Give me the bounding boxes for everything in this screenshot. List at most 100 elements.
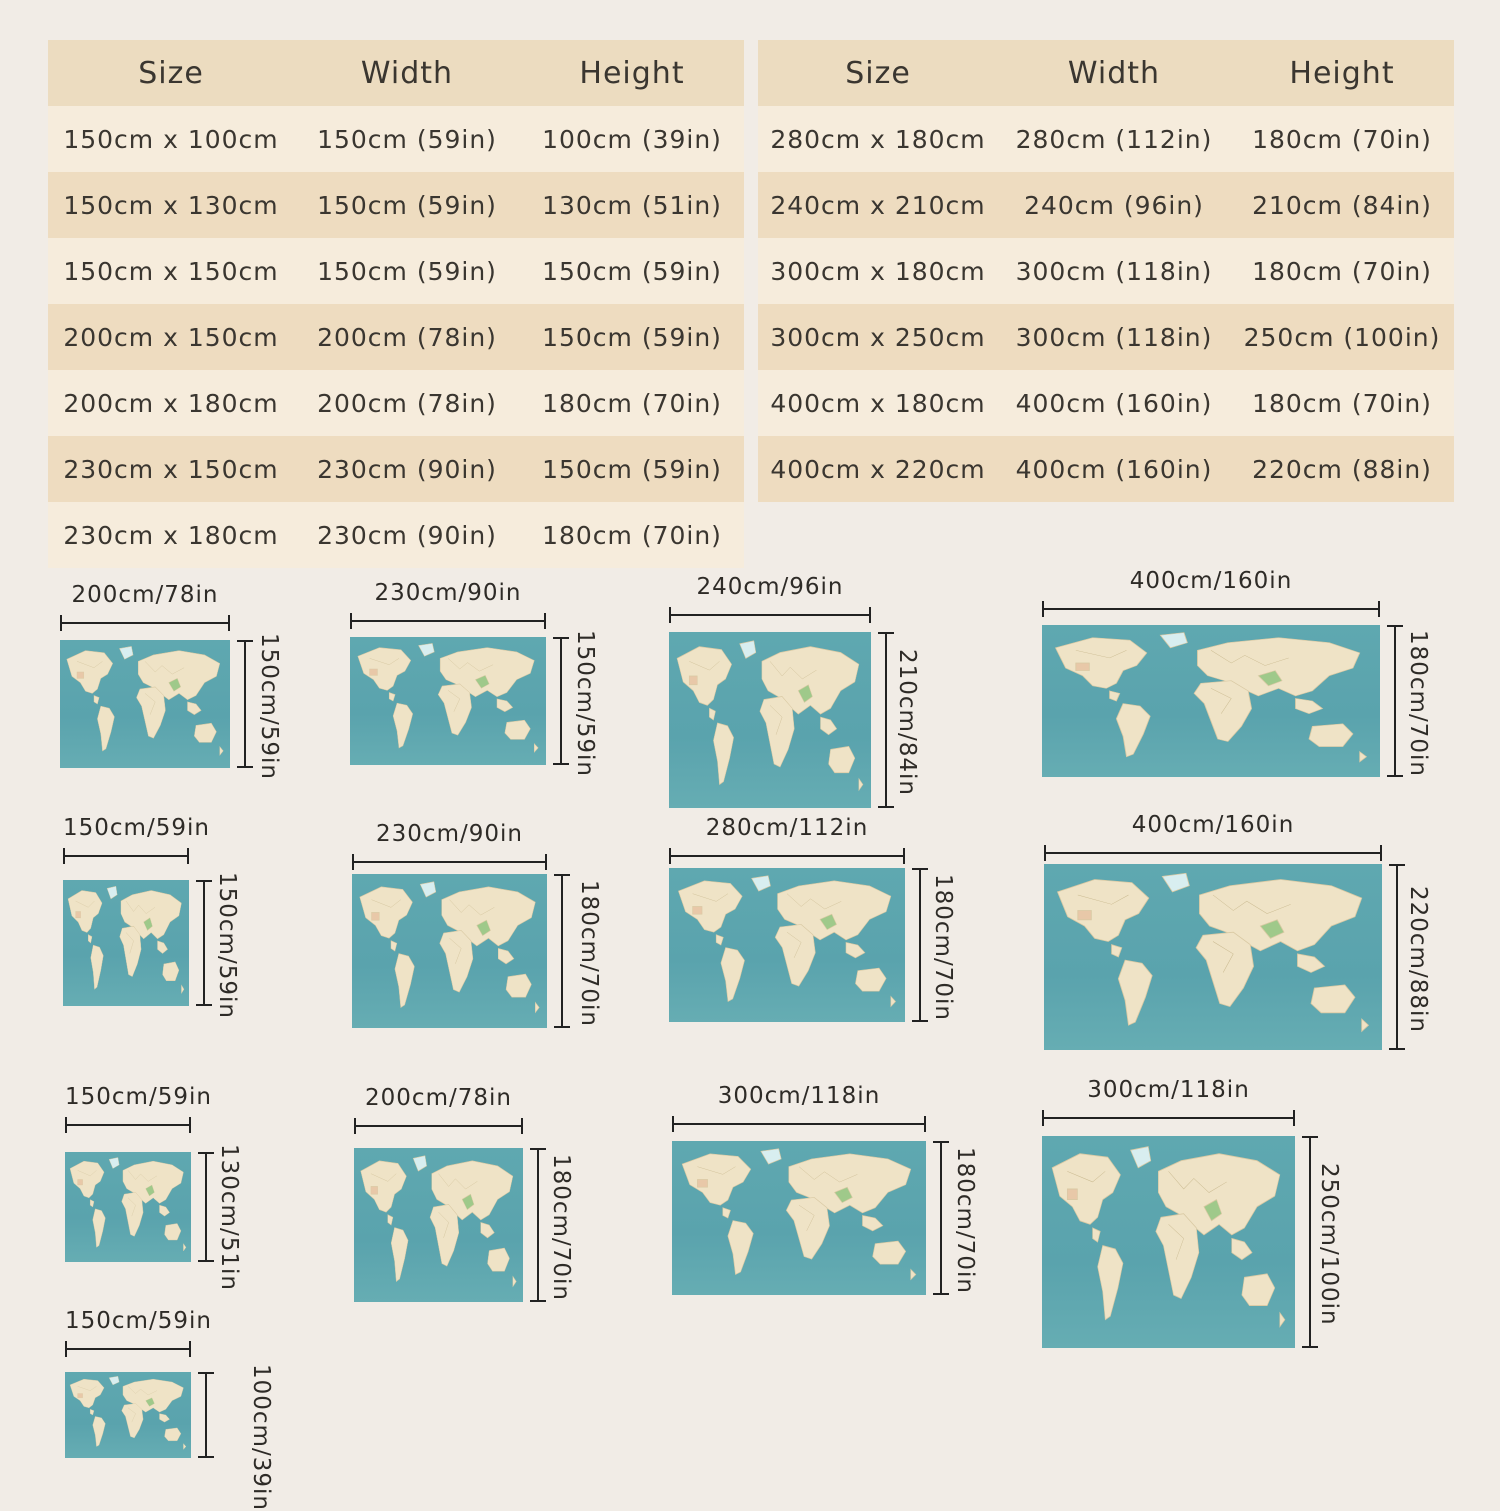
width-label: 300cm/118in: [1087, 1077, 1250, 1103]
column-header-height: Height: [520, 40, 744, 106]
cell-size: 200cm x 180cm: [48, 370, 294, 436]
height-label: 210cm/84in: [894, 648, 920, 796]
cell-size: 300cm x 250cm: [758, 304, 998, 370]
table-row: 400cm x 180cm 400cm (160in) 180cm (70in): [758, 370, 1454, 436]
cell-height: 180cm (70in): [520, 502, 744, 568]
cell-height: 250cm (100in): [1230, 304, 1454, 370]
cell-width: 300cm (118in): [998, 238, 1230, 304]
world-map-icon: [681, 1148, 917, 1281]
table-row: 230cm x 150cm 230cm (90in) 150cm (59in): [48, 436, 744, 502]
cell-size: 150cm x 130cm: [48, 172, 294, 238]
width-label: 150cm/59in: [65, 1084, 212, 1110]
table-row: 150cm x 150cm 150cm (59in) 150cm (59in): [48, 238, 744, 304]
cell-height: 210cm (84in): [1230, 172, 1454, 238]
world-map-icon: [66, 646, 224, 756]
height-label: 180cm/70in: [930, 873, 956, 1021]
height-label: 150cm/59in: [256, 632, 282, 780]
height-label: 150cm/59in: [214, 872, 240, 1019]
world-map-poster: [669, 632, 871, 808]
world-map-icon: [678, 875, 896, 1008]
column-header-size: Size: [758, 40, 998, 106]
width-dimension-line: [63, 848, 189, 864]
table-row: 150cm x 130cm 150cm (59in) 130cm (51in): [48, 172, 744, 238]
cell-width: 230cm (90in): [294, 502, 520, 568]
width-dimension-line: [65, 1341, 191, 1357]
world-map-poster: [1044, 864, 1382, 1050]
world-map-icon: [359, 881, 540, 1014]
cell-width: 400cm (160in): [998, 436, 1230, 502]
world-map-icon: [1051, 1146, 1286, 1328]
cell-height: 220cm (88in): [1230, 436, 1454, 502]
world-map-icon: [1056, 872, 1370, 1033]
height-label: 220cm/88in: [1405, 885, 1431, 1033]
width-label: 230cm/90in: [376, 821, 523, 847]
cell-height: 100cm (39in): [520, 106, 744, 172]
width-label: 230cm/90in: [374, 580, 522, 606]
cell-size: 200cm x 150cm: [48, 304, 294, 370]
cell-size: 400cm x 220cm: [758, 436, 998, 502]
cell-width: 200cm (78in): [294, 370, 520, 436]
height-label: 100cm/39in: [248, 1364, 274, 1511]
column-header-width: Width: [998, 40, 1230, 106]
height-label: 250cm/100in: [1316, 1162, 1342, 1326]
width-dimension-line: [350, 613, 546, 629]
cell-size: 300cm x 180cm: [758, 238, 998, 304]
height-dimension-line: [933, 1141, 949, 1295]
width-label: 150cm/59in: [65, 1308, 212, 1334]
cell-height: 180cm (70in): [1230, 238, 1454, 304]
cell-height: 150cm (59in): [520, 436, 744, 502]
world-map-poster: [63, 880, 189, 1006]
cell-size: 230cm x 150cm: [48, 436, 294, 502]
world-map-poster: [354, 1148, 523, 1302]
cell-size: 150cm x 100cm: [48, 106, 294, 172]
table-row: 300cm x 180cm 300cm (118in) 180cm (70in): [758, 238, 1454, 304]
height-dimension-line: [237, 640, 253, 768]
world-map-icon: [69, 1376, 187, 1450]
world-map-poster: [672, 1141, 926, 1295]
height-dimension-line: [530, 1148, 546, 1302]
cell-width: 300cm (118in): [998, 304, 1230, 370]
height-dimension-line: [912, 868, 928, 1022]
cell-height: 180cm (70in): [520, 370, 744, 436]
cell-size: 230cm x 180cm: [48, 502, 294, 568]
width-dimension-line: [1044, 845, 1382, 861]
world-map-poster: [669, 868, 905, 1022]
cell-height: 180cm (70in): [1230, 370, 1454, 436]
table-header-row: Size Width Height: [758, 40, 1454, 106]
world-map-icon: [676, 640, 864, 792]
cell-height: 150cm (59in): [520, 238, 744, 304]
cell-height: 150cm (59in): [520, 304, 744, 370]
width-dimension-line: [669, 607, 871, 623]
cell-width: 150cm (59in): [294, 238, 520, 304]
cell-width: 280cm (112in): [998, 106, 1230, 172]
world-map-icon: [69, 1157, 187, 1252]
height-dimension-line: [198, 1372, 214, 1458]
height-dimension-line: [553, 637, 569, 765]
width-dimension-line: [1042, 1110, 1295, 1126]
table-row: 240cm x 210cm 240cm (96in) 210cm (84in): [758, 172, 1454, 238]
width-label: 400cm/160in: [1131, 812, 1295, 838]
width-dimension-line: [669, 848, 905, 864]
cell-size: 150cm x 150cm: [48, 238, 294, 304]
height-dimension-line: [878, 632, 894, 808]
width-label: 200cm/78in: [365, 1085, 512, 1111]
table-row: 300cm x 250cm 300cm (118in) 250cm (100in): [758, 304, 1454, 370]
height-label: 180cm/70in: [548, 1153, 574, 1301]
height-dimension-line: [198, 1152, 214, 1262]
size-table-left: Size Width Height 150cm x 100cm 150cm (59…: [48, 40, 744, 568]
cell-width: 400cm (160in): [998, 370, 1230, 436]
world-map-icon: [360, 1155, 517, 1288]
size-table-right: Size Width Height 280cm x 180cm 280cm (11…: [758, 40, 1454, 502]
height-dimension-line: [1302, 1136, 1318, 1348]
cell-size: 240cm x 210cm: [758, 172, 998, 238]
table-header-row: Size Width Height: [48, 40, 744, 106]
table-row: 200cm x 180cm 200cm (78in) 180cm (70in): [48, 370, 744, 436]
cell-width: 200cm (78in): [294, 304, 520, 370]
width-dimension-line: [60, 615, 230, 631]
table-row: 200cm x 150cm 200cm (78in) 150cm (59in): [48, 304, 744, 370]
cell-height: 130cm (51in): [520, 172, 744, 238]
world-map-icon: [67, 886, 185, 995]
width-dimension-line: [352, 854, 547, 870]
table-row: 230cm x 180cm 230cm (90in) 180cm (70in): [48, 502, 744, 568]
world-map-poster: [65, 1152, 191, 1262]
